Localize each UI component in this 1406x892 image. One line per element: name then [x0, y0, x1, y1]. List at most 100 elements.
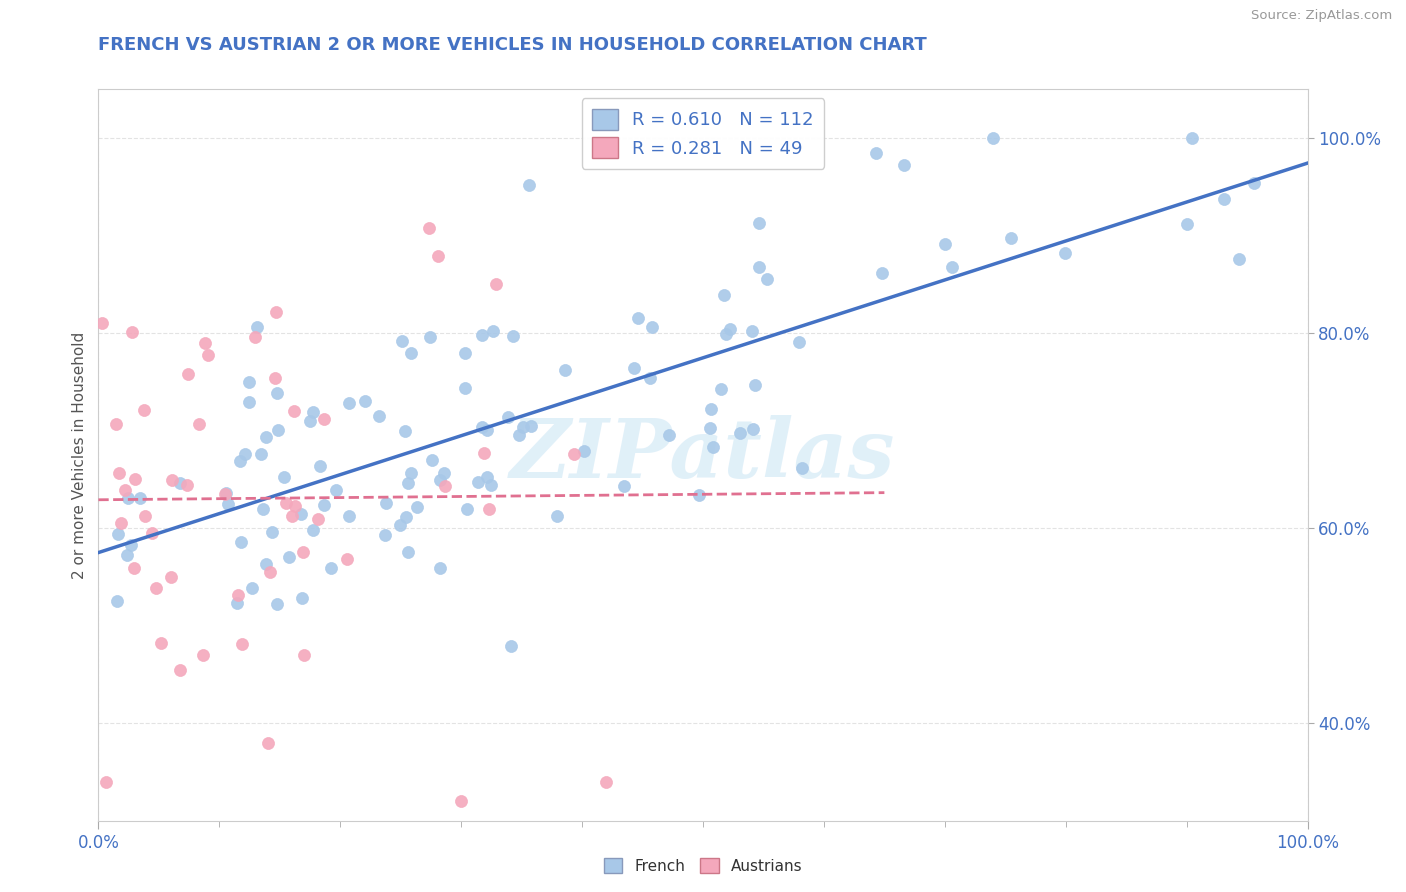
Point — [145, 581, 167, 595]
Point — [274, 496, 297, 510]
Point — [312, 499, 335, 513]
Point — [233, 446, 256, 460]
Point — [934, 237, 956, 252]
Point — [292, 648, 315, 662]
Point — [281, 509, 304, 524]
Point — [124, 472, 146, 486]
Point — [710, 382, 733, 396]
Point — [744, 377, 766, 392]
Point — [231, 535, 253, 549]
Point — [176, 478, 198, 492]
Point — [319, 560, 342, 574]
Point — [254, 558, 277, 572]
Point — [406, 500, 429, 514]
Point — [284, 499, 307, 513]
Point — [627, 310, 650, 325]
Point — [700, 401, 723, 416]
Point — [893, 158, 915, 172]
Point — [105, 417, 128, 431]
Point — [231, 636, 253, 650]
Point — [243, 330, 266, 344]
Point — [499, 639, 522, 653]
Point — [502, 328, 524, 343]
Point — [508, 428, 530, 442]
Point — [787, 334, 810, 349]
Point — [1181, 131, 1204, 145]
Point — [246, 319, 269, 334]
Point — [256, 736, 278, 750]
Point — [941, 260, 963, 275]
Point — [336, 552, 359, 566]
Point — [160, 570, 183, 584]
Point — [512, 420, 534, 434]
Point — [91, 316, 114, 330]
Point — [420, 453, 443, 467]
Point — [479, 477, 502, 491]
Point — [517, 178, 540, 193]
Point — [267, 423, 290, 437]
Point — [399, 466, 422, 480]
Point — [1000, 231, 1022, 245]
Point — [714, 326, 737, 341]
Point — [149, 635, 172, 649]
Point — [699, 421, 721, 435]
Point — [169, 663, 191, 677]
Point — [283, 404, 305, 418]
Point — [623, 361, 645, 376]
Point — [238, 394, 260, 409]
Point — [132, 403, 155, 417]
Point — [314, 411, 336, 425]
Point — [641, 320, 664, 334]
Point — [433, 479, 456, 493]
Point — [291, 591, 314, 605]
Point — [325, 483, 347, 497]
Legend: R = 0.610   N = 112, R = 0.281   N = 49: R = 0.610 N = 112, R = 0.281 N = 49 — [582, 98, 824, 169]
Point — [396, 545, 419, 559]
Point — [741, 324, 763, 338]
Point — [262, 525, 284, 540]
Point — [658, 427, 681, 442]
Point — [110, 516, 132, 531]
Point — [595, 774, 617, 789]
Text: Source: ZipAtlas.com: Source: ZipAtlas.com — [1251, 9, 1392, 22]
Y-axis label: 2 or more Vehicles in Household: 2 or more Vehicles in Household — [72, 331, 87, 579]
Point — [418, 221, 440, 235]
Point — [554, 363, 576, 377]
Point — [117, 491, 139, 506]
Point — [105, 594, 128, 608]
Point — [193, 648, 215, 662]
Point — [226, 588, 249, 602]
Point — [1175, 218, 1198, 232]
Point — [337, 395, 360, 409]
Point — [249, 447, 271, 461]
Point — [226, 596, 249, 610]
Point — [120, 537, 142, 551]
Point — [107, 526, 129, 541]
Point — [217, 497, 239, 511]
Point — [160, 473, 183, 487]
Point — [308, 458, 330, 473]
Point — [299, 414, 322, 428]
Point — [122, 561, 145, 575]
Point — [169, 476, 191, 491]
Text: ZIPatlas: ZIPatlas — [510, 415, 896, 495]
Point — [388, 517, 411, 532]
Point — [94, 775, 117, 789]
Point — [520, 419, 543, 434]
Point — [307, 512, 329, 526]
Point — [688, 488, 710, 502]
Point — [266, 386, 288, 401]
Point — [429, 473, 451, 487]
Point — [748, 260, 770, 275]
Point — [264, 305, 287, 319]
Point — [187, 417, 209, 431]
Point — [290, 507, 312, 521]
Point — [450, 794, 472, 808]
Point — [197, 348, 219, 362]
Point — [748, 216, 770, 230]
Point — [194, 335, 217, 350]
Point — [865, 145, 887, 160]
Text: FRENCH VS AUSTRIAN 2 OR MORE VEHICLES IN HOUSEHOLD CORRELATION CHART: FRENCH VS AUSTRIAN 2 OR MORE VEHICLES IN… — [98, 36, 927, 54]
Point — [433, 466, 456, 480]
Point — [477, 470, 499, 484]
